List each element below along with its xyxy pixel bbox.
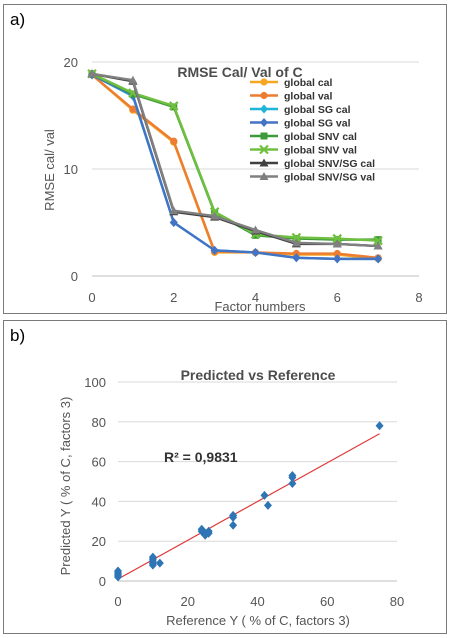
rmse-data-point xyxy=(168,101,179,111)
legend-entry: global SNV cal xyxy=(250,131,357,143)
rmse-data-point xyxy=(170,137,178,145)
legend-entry: global SNV/SG val xyxy=(250,172,375,184)
legend-label: global SNV/SG cal xyxy=(284,158,375,170)
scatter-chart-title: Predicted vs Reference xyxy=(181,367,336,383)
panel-b: b) 0 20 40 60 80 100 0 20 40 60 80 Predicted vs Re… xyxy=(3,320,447,634)
scatter-x-tick-label: 80 xyxy=(390,594,404,609)
scatter-y-axis-label: Predicted Y ( % of C, factors 3) xyxy=(58,397,73,576)
rmse-data-point xyxy=(333,249,341,258)
predicted-vs-reference-chart: 0 20 40 60 80 100 0 20 40 60 80 Predicted vs Refer… xyxy=(58,367,404,628)
scatter-x-tick-label: 0 xyxy=(114,594,121,609)
legend-label: global SNV/SG val xyxy=(284,172,375,184)
rmse-x-tick-label: 2 xyxy=(170,290,177,305)
rmse-data-point xyxy=(291,238,301,247)
legend-swatch-marker xyxy=(260,78,268,86)
rmse-data-point xyxy=(169,206,179,215)
rmse-series-line xyxy=(91,72,379,248)
rmse-x-tick-label: 0 xyxy=(88,290,95,305)
scatter-x-tick-label: 60 xyxy=(320,594,334,609)
rmse-data-point xyxy=(291,232,302,243)
scatter-y-tick-label: 20 xyxy=(92,534,106,549)
rmse-data-point xyxy=(374,254,383,264)
rmse-y-tick-label: 20 xyxy=(64,55,78,70)
legend-label: global val xyxy=(284,91,333,103)
rmse-data-point xyxy=(292,253,301,263)
scatter-point xyxy=(288,478,297,488)
legend-swatch-marker xyxy=(259,144,269,155)
panel-b-label: b) xyxy=(10,326,26,345)
rmse-y-tick-label: 10 xyxy=(64,162,78,177)
rmse-series-line xyxy=(91,73,379,261)
legend-label: global SNV cal xyxy=(284,131,357,143)
scatter-point xyxy=(375,421,384,431)
rmse-data-point xyxy=(373,235,383,246)
rmse-series-8 xyxy=(87,69,383,250)
legend-entry: global SNV/SG cal xyxy=(250,158,375,170)
r-squared-annotation: R² = 0,9831 xyxy=(164,449,238,465)
scatter-y-tick-label: 100 xyxy=(84,375,106,390)
panel-a-label: a) xyxy=(10,10,26,29)
legend-swatch-marker xyxy=(259,158,269,167)
legend-label: global SG val xyxy=(284,118,351,130)
scatter-y-tick-label: 60 xyxy=(92,455,106,470)
rmse-data-point xyxy=(128,75,138,84)
legend-swatch-marker xyxy=(259,172,269,180)
rmse-series-group xyxy=(87,68,383,264)
scatter-y-tick-label: 80 xyxy=(92,415,106,430)
rmse-data-point xyxy=(129,105,137,113)
rmse-chart-title: RMSE Cal/ Val of C xyxy=(177,64,302,80)
scatter-points-group xyxy=(114,421,384,582)
scatter-point xyxy=(148,560,157,570)
legend-entry: global SG cal xyxy=(250,104,351,116)
legend-entry: global cal xyxy=(250,77,333,89)
scatter-x-tick-label: 20 xyxy=(181,594,195,609)
legend-label: global SG cal xyxy=(284,104,351,116)
scatter-point xyxy=(263,500,272,510)
rmse-axes: 0 10 20 0 2 4 6 8 xyxy=(64,55,423,305)
scatter-point xyxy=(260,490,269,500)
scatter-x-axis-label: Reference Y ( % of C, factors 3) xyxy=(166,613,350,628)
legend-label: global cal xyxy=(284,77,333,89)
scatter-axes: 0 20 40 60 80 100 0 20 40 60 80 xyxy=(84,375,404,609)
legend-label: global SNV val xyxy=(284,145,357,157)
rmse-data-point xyxy=(332,239,342,248)
trendline xyxy=(117,433,380,580)
scatter-point xyxy=(155,558,164,568)
legend-swatch-marker xyxy=(260,118,268,127)
rmse-data-point xyxy=(210,211,220,220)
rmse-series-5 xyxy=(88,70,382,244)
panel-a: a) 0 10 20 0 2 4 6 8 RMSE Cal/ Val of C Factor … xyxy=(3,4,447,314)
rmse-data-point xyxy=(251,247,260,257)
rmse-y-axis-label: RMSE cal/ val xyxy=(42,129,57,211)
legend-swatch-marker xyxy=(260,104,268,114)
rmse-data-point xyxy=(87,69,97,78)
legend-entry: global SNV val xyxy=(250,145,357,157)
scatter-x-tick-label: 40 xyxy=(250,594,264,609)
legend-entry: global val xyxy=(250,91,333,103)
rmse-data-point xyxy=(332,233,343,244)
rmse-data-point xyxy=(373,241,383,250)
scatter-point xyxy=(204,528,213,538)
rmse-data-point xyxy=(251,225,260,234)
scatter-point xyxy=(229,520,238,530)
rmse-chart: 0 10 20 0 2 4 6 8 RMSE Cal/ Val of C Factor num… xyxy=(42,55,423,313)
legend-entry: global SG val xyxy=(250,118,351,130)
rmse-x-axis-label: Factor numbers xyxy=(214,299,306,313)
scatter-point xyxy=(201,530,210,540)
rmse-data-point xyxy=(169,218,178,227)
scatter-y-tick-label: 0 xyxy=(99,574,106,589)
rmse-x-tick-label: 4 xyxy=(252,290,259,305)
rmse-x-tick-label: 6 xyxy=(334,290,341,305)
scatter-y-tick-label: 40 xyxy=(92,494,106,509)
rmse-y-tick-label: 0 xyxy=(71,269,78,284)
legend-swatch-marker xyxy=(260,91,268,100)
legend-swatch-marker xyxy=(260,132,268,140)
scatter-point xyxy=(229,512,238,522)
rmse-data-point xyxy=(210,245,219,255)
rmse-x-tick-label: 8 xyxy=(415,290,422,305)
scatter-point xyxy=(114,572,122,582)
scatter-point xyxy=(288,473,297,483)
rmse-data-point xyxy=(333,254,342,264)
